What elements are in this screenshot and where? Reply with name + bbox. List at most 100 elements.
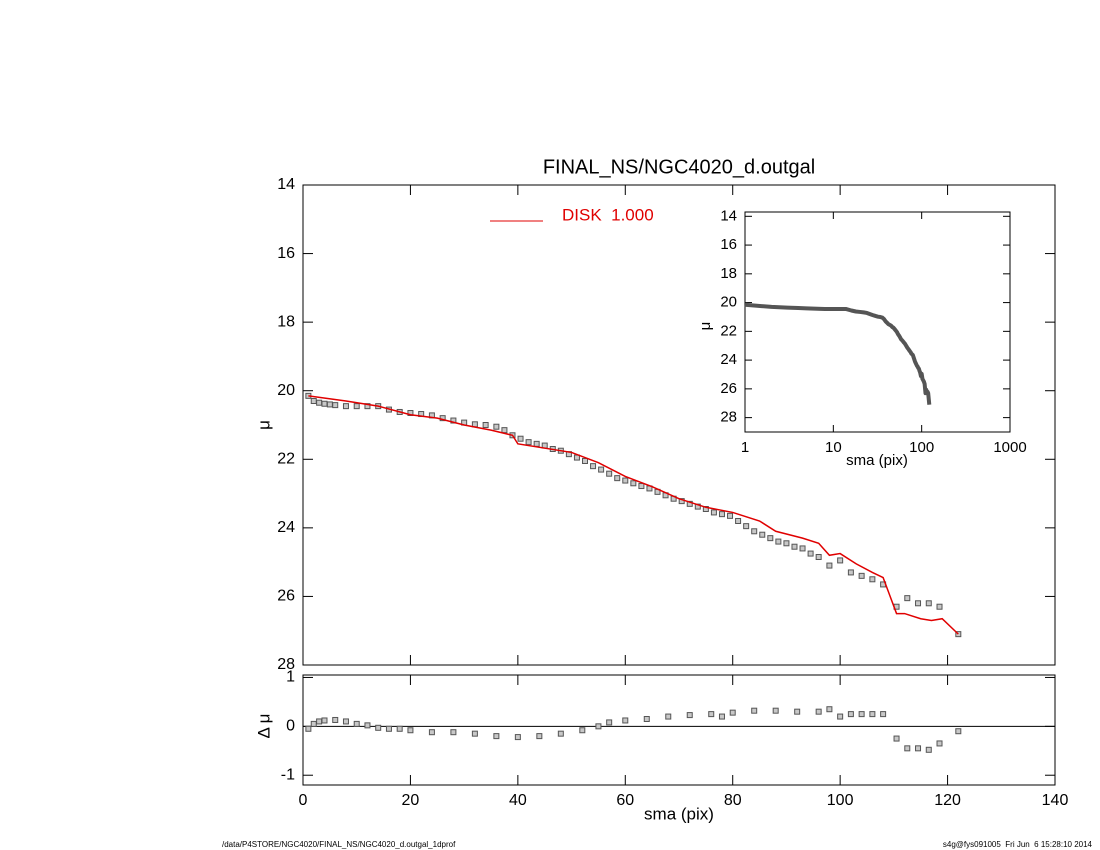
- y-tick-label: 16: [720, 236, 737, 253]
- data-point: [353, 720, 360, 727]
- data-point: [590, 463, 597, 470]
- data-point: [606, 470, 613, 477]
- data-point: [751, 707, 758, 714]
- data-point: [743, 523, 750, 530]
- data-point: [622, 477, 629, 484]
- data-point: [450, 729, 457, 736]
- data-point: [310, 720, 317, 727]
- data-point: [727, 512, 734, 519]
- y-tick-label: 14: [277, 176, 295, 193]
- data-point: [772, 707, 779, 714]
- data-point: [316, 399, 323, 406]
- data-point: [375, 724, 382, 731]
- data-point: [904, 595, 911, 602]
- data-point: [847, 711, 854, 718]
- data-point: [858, 572, 865, 579]
- data-point: [665, 713, 672, 720]
- legend-label: DISK 1.000: [562, 205, 654, 224]
- x-tick-label: 100: [827, 792, 854, 809]
- data-point: [579, 727, 586, 734]
- data-point: [718, 713, 725, 720]
- data-point: [501, 427, 508, 434]
- data-point: [815, 708, 822, 715]
- data-point: [364, 722, 371, 729]
- y-tick-label: 18: [720, 265, 737, 282]
- x-tick-label: 1000: [993, 439, 1026, 456]
- data-point: [847, 569, 854, 576]
- data-point: [837, 713, 844, 720]
- data-point: [708, 711, 715, 718]
- x-tick-label: 10: [825, 439, 842, 456]
- y-tick-label: 24: [720, 351, 737, 368]
- data-point: [936, 740, 943, 747]
- y-tick-label: -1: [281, 766, 295, 783]
- data-point: [407, 410, 414, 416]
- plot-frame: [302, 674, 1056, 786]
- data-point: [342, 718, 349, 725]
- data-point: [396, 725, 403, 732]
- data-point: [385, 725, 392, 732]
- x-tick-label: 40: [509, 792, 527, 809]
- data-point: [517, 435, 524, 442]
- data-point: [364, 403, 371, 410]
- y-tick-label: 24: [277, 519, 295, 536]
- y-tick-label: 28: [720, 409, 737, 426]
- data-point: [614, 475, 621, 482]
- data-point: [316, 718, 323, 725]
- data-point: [630, 480, 637, 487]
- data-point: [729, 709, 736, 716]
- data-point: [310, 398, 317, 404]
- x-tick-label: 140: [1042, 792, 1069, 809]
- plot-frame: [302, 184, 1056, 666]
- data-point: [925, 746, 932, 753]
- x-tick-label: 80: [724, 792, 742, 809]
- data-point: [428, 729, 435, 736]
- y-tick-label: 16: [277, 245, 295, 262]
- data-point: [450, 417, 457, 424]
- data-point: [794, 708, 801, 715]
- x-tick-label: 120: [934, 792, 961, 809]
- data-point: [305, 725, 312, 732]
- data-point: [807, 550, 814, 557]
- model-line: [308, 395, 959, 635]
- y-tick-label: 22: [277, 451, 295, 468]
- data-point: [321, 717, 328, 724]
- data-point: [643, 716, 650, 722]
- data-point: [767, 535, 774, 542]
- data-point: [799, 545, 806, 552]
- chart-title: FINAL_NS/NGC4020_d.outgal: [543, 156, 815, 178]
- data-point: [759, 531, 766, 538]
- data-point: [326, 401, 333, 408]
- data-point: [606, 719, 613, 726]
- y-tick-label: 26: [720, 380, 737, 397]
- data-point: [925, 600, 932, 607]
- y-tick-label: 20: [720, 294, 737, 311]
- data-point: [791, 543, 798, 550]
- data-point: [622, 717, 629, 724]
- y-axis-label: Δ μ: [254, 714, 273, 739]
- data-point: [598, 466, 605, 473]
- inset-y-label: μ: [697, 322, 714, 331]
- y-tick-label: 1: [286, 669, 295, 686]
- data-point: [718, 511, 725, 518]
- x-tick-label: 1: [741, 439, 749, 456]
- data-point: [837, 557, 844, 564]
- y-axis-label: μ: [254, 420, 273, 430]
- data-point: [493, 733, 500, 740]
- inset-profile: [744, 302, 932, 405]
- data-point: [595, 723, 602, 730]
- data-point: [533, 440, 540, 447]
- data-point: [869, 576, 876, 583]
- y-tick-label: 26: [277, 588, 295, 605]
- x-tick-label: 20: [402, 792, 420, 809]
- y-tick-label: 28: [277, 656, 295, 673]
- data-point: [493, 423, 500, 430]
- y-tick-label: 18: [277, 313, 295, 330]
- data-point: [407, 727, 414, 734]
- data-point: [783, 540, 790, 547]
- data-point: [815, 554, 822, 560]
- x-tick-label: 0: [299, 792, 308, 809]
- data-point: [751, 528, 758, 535]
- data-point: [893, 735, 900, 742]
- data-point: [936, 603, 943, 610]
